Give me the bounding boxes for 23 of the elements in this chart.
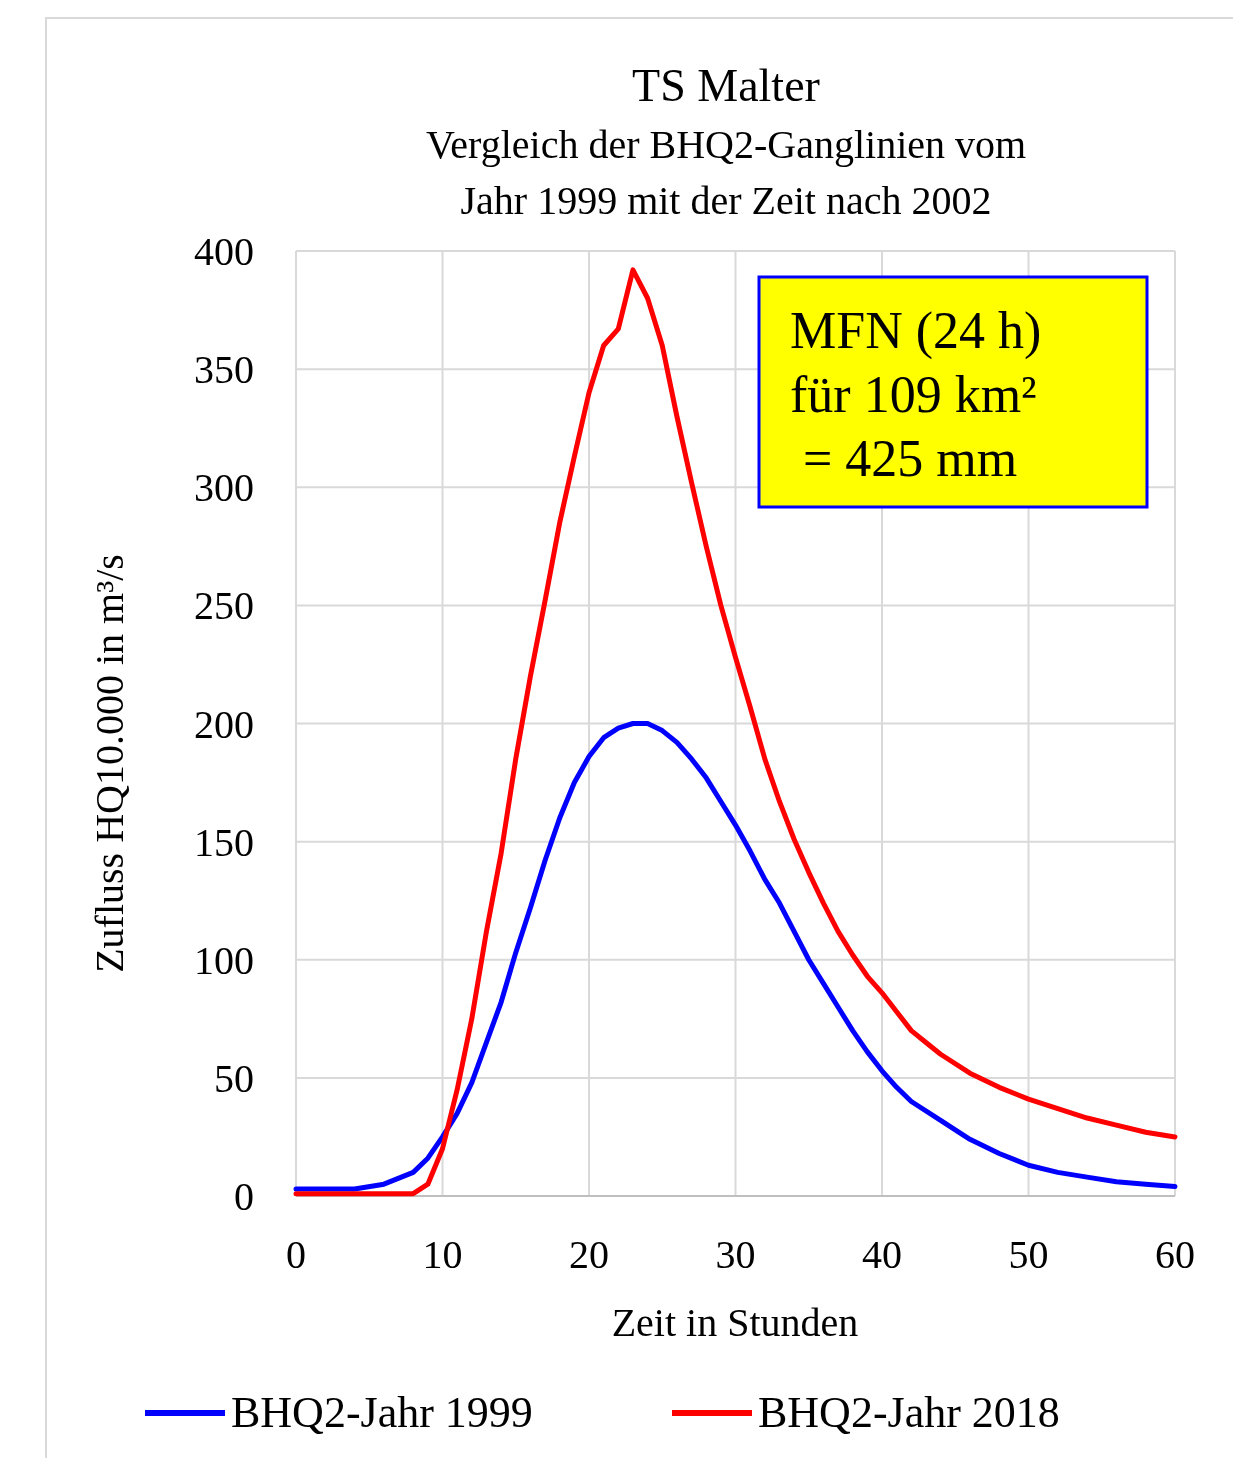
legend-label: BHQ2-Jahr 2018 [758, 1388, 1060, 1437]
y-tick-label: 400 [194, 229, 254, 274]
y-tick-label: 300 [194, 465, 254, 511]
y-axis-title: Zufluss HQ10.000 in m³/s [87, 554, 132, 973]
x-tick-label: 40 [862, 1232, 902, 1277]
x-tick-label: 20 [569, 1232, 609, 1277]
x-tick-label: 60 [1155, 1232, 1195, 1277]
y-tick-label: 150 [194, 819, 254, 865]
x-tick-label: 10 [422, 1232, 463, 1277]
y-tick-label: 250 [194, 583, 254, 629]
chart-title: TS Malter [632, 60, 820, 111]
y-tick-label: 200 [194, 701, 254, 747]
x-tick-label: 30 [715, 1232, 756, 1277]
x-axis-title: Zeit in Stunden [611, 1300, 859, 1345]
x-tick-label: 0 [286, 1232, 306, 1277]
y-tick-label: 350 [194, 347, 254, 393]
y-tick-label: 0 [234, 1174, 254, 1219]
y-tick-label: 100 [194, 937, 254, 983]
chart-subtitle: Vergleich der BHQ2-Ganglinien vom Jahr 1999 mit der Zeit nach 2002 [425, 122, 1027, 223]
x-tick-label: 50 [1008, 1232, 1049, 1277]
legend-label: BHQ2-Jahr 1999 [231, 1388, 533, 1437]
annotation: MFN (24 h) für 109 km² = 425 mm [790, 302, 1042, 487]
y-tick-label: 50 [214, 1055, 254, 1101]
